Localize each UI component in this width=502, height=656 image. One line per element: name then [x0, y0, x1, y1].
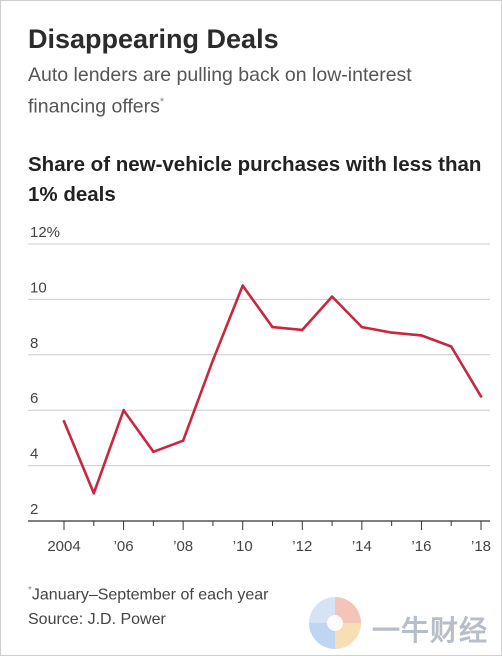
data-point: [62, 419, 66, 423]
data-point: [479, 395, 483, 398]
x-tick-label: 2004: [47, 538, 80, 555]
x-axis-ticks: 2004 ’06 ’08 ’10 ’12 ’14 ’16 ’18: [47, 521, 491, 555]
chart-subtitle: Auto lenders are pulling back on low-int…: [28, 62, 488, 121]
data-point: [181, 439, 185, 442]
x-tick-label: ’06: [114, 538, 134, 555]
series-line: [62, 284, 483, 495]
data-point: [241, 284, 245, 287]
data-point: [420, 334, 423, 337]
y-tick-label: 12%: [30, 224, 60, 241]
footnote-text: January–September of each year: [31, 586, 269, 604]
data-point: [271, 325, 274, 329]
data-point: [300, 328, 304, 332]
x-tick-label: ’14: [352, 538, 372, 555]
x-tick-label: ’12: [292, 538, 312, 555]
footnote: *January–September of each year: [28, 585, 269, 604]
x-tick-label: ’16: [411, 538, 431, 555]
x-tick-label: ’10: [233, 538, 253, 555]
data-point: [211, 359, 215, 362]
subtitle-text: Auto lenders are pulling back on low-int…: [28, 64, 412, 118]
chart-heading: Share of new-vehicle purchases with less…: [28, 153, 482, 206]
chart-title: Disappearing Deals: [28, 24, 279, 54]
footnote-marker: *: [28, 585, 32, 596]
x-tick-label: ’08: [173, 538, 193, 555]
y-tick-label: 6: [30, 390, 38, 407]
y-tick-label: 4: [30, 446, 38, 463]
watermark-text: 一牛财经: [372, 615, 489, 646]
data-point: [390, 331, 393, 334]
data-point: [122, 408, 125, 412]
data-point: [360, 325, 364, 329]
y-tick-label: 8: [30, 335, 38, 352]
data-point: [92, 492, 96, 495]
x-tick-label: ’18: [471, 538, 491, 555]
series-line-group: [62, 284, 483, 495]
y-tick-label: 10: [30, 279, 47, 296]
y-axis-ticks: 2 4 6 8 10 12%: [30, 224, 60, 518]
data-point: [449, 345, 453, 348]
data-point: [152, 450, 155, 454]
data-point: [330, 295, 334, 298]
y-tick-label: 2: [30, 501, 38, 518]
source-text: Source: J.D. Power: [28, 611, 166, 628]
petal-logo-icon: [309, 597, 361, 649]
subtitle-footnote-marker: *: [159, 96, 165, 108]
grid-lines: [28, 243, 490, 522]
